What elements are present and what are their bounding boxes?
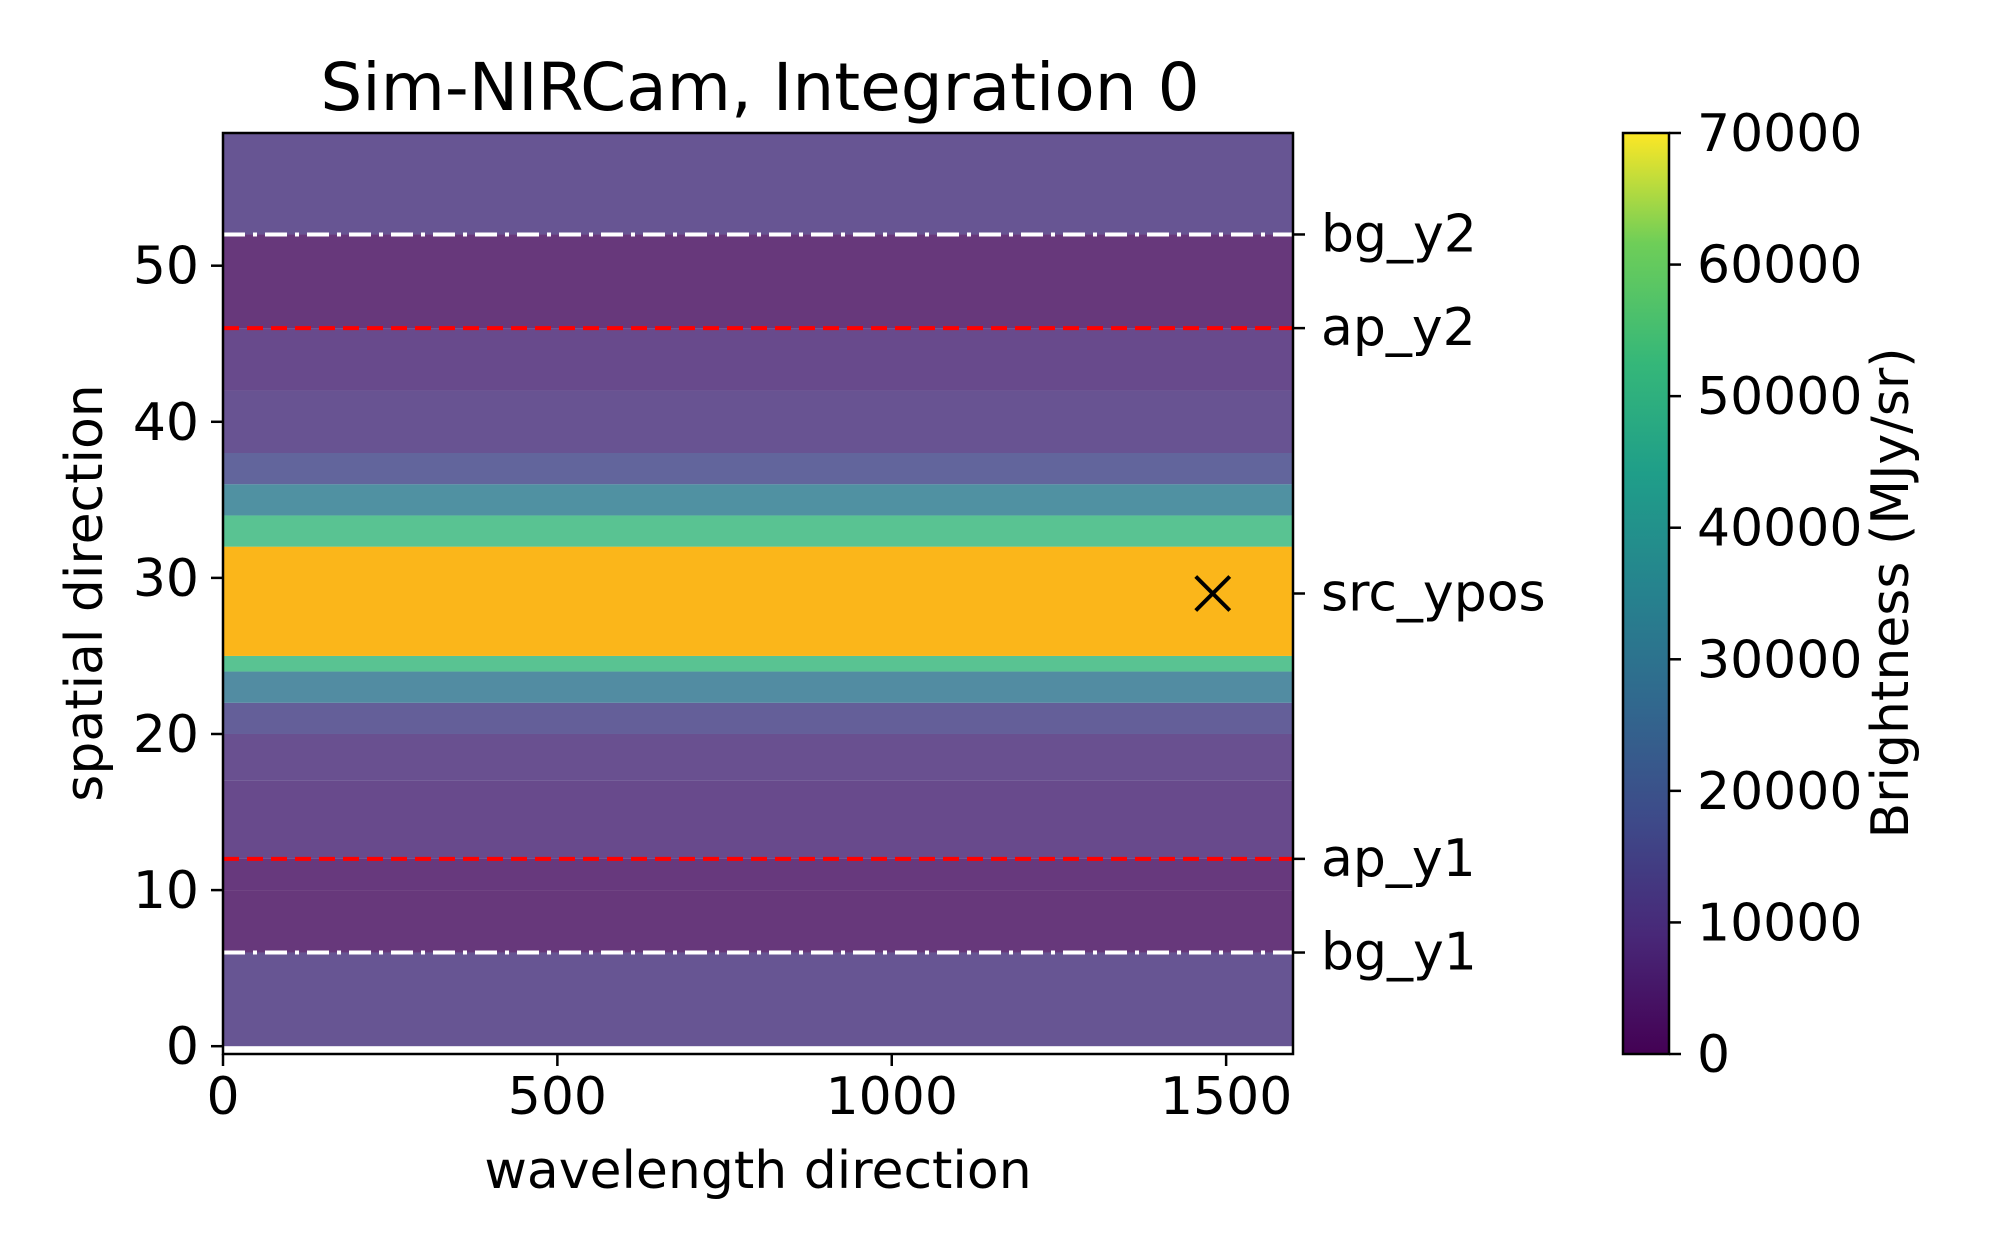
y-tick-label: 20: [133, 705, 199, 765]
label-bg_y1: bg_y1: [1321, 923, 1477, 983]
extraction-lines: [223, 232, 1293, 955]
heatmap-row: [223, 515, 1293, 547]
heatmap-row: [223, 133, 1293, 235]
marker-stroke: [1194, 575, 1232, 612]
heatmap-row: [223, 453, 1293, 485]
heatmap-row: [223, 546, 1293, 656]
heatmap-image: [223, 133, 1293, 1047]
y-tick-label: 50: [133, 237, 199, 297]
x-axis-label: wavelength direction: [484, 1141, 1031, 1201]
chart-title: Sim-NIRCam, Integration 0: [320, 49, 1199, 126]
right-line-labels: bg_y2 ap_y2 src_ypos ap_y1 bg_y1: [1293, 204, 1546, 983]
y-tick-label: 40: [133, 393, 199, 453]
y-tick-label: 30: [133, 549, 199, 609]
y-axis-label: spatial direction: [55, 384, 115, 802]
colorbar-tick-label: 0: [1697, 1025, 1730, 1085]
x-axis: 0 500 1000 1500: [206, 1054, 1292, 1127]
y-tick-label: 10: [133, 861, 199, 921]
heatmap-row: [223, 858, 1293, 891]
heatmap-row: [223, 390, 1293, 454]
colorbar-tick-label: 40000: [1697, 499, 1862, 559]
y-axis: 0 10 20 30 40 50: [133, 237, 223, 1077]
label-bg_y2: bg_y2: [1321, 204, 1477, 264]
colorbar-tick-label: 60000: [1697, 236, 1862, 296]
heatmap-row: [223, 890, 1293, 953]
colorbar-tick-label: 50000: [1697, 367, 1862, 427]
colorbar-tick-label: 30000: [1697, 630, 1862, 690]
colorbar-axis: 0 10000 20000 30000 40000 50000 60000 70000: [1669, 104, 1862, 1085]
colorbar-tick-label: 20000: [1697, 762, 1862, 822]
heatmap-row: [223, 484, 1293, 516]
colorbar: [1621, 131, 1671, 1056]
label-src_ypos: src_ypos: [1321, 564, 1546, 624]
colorbar-tick-label: 10000: [1697, 893, 1862, 953]
label-ap_y1: ap_y1: [1321, 829, 1476, 889]
heatmap-row: [223, 733, 1293, 781]
y-tick-label: 0: [166, 1017, 199, 1077]
x-tick-label: 500: [508, 1067, 607, 1127]
x-tick-label: 1000: [826, 1067, 958, 1127]
heatmap-row: [223, 234, 1293, 329]
heatmap-row: [223, 655, 1293, 672]
heatmap-row: [223, 671, 1293, 703]
x-tick-label: 1500: [1160, 1067, 1292, 1127]
colorbar-tick-label: 70000: [1697, 104, 1862, 164]
heatmap-row: [223, 328, 1293, 391]
x-tick-label: 0: [206, 1067, 239, 1127]
colorbar-label: Brightness (MJy/sr): [1861, 347, 1921, 838]
source-position-marker: [1194, 575, 1232, 612]
heatmap-row: [223, 952, 1293, 1047]
heatmap-row: [223, 702, 1293, 734]
heatmap-row: [223, 780, 1293, 859]
label-ap_y2: ap_y2: [1321, 298, 1476, 358]
